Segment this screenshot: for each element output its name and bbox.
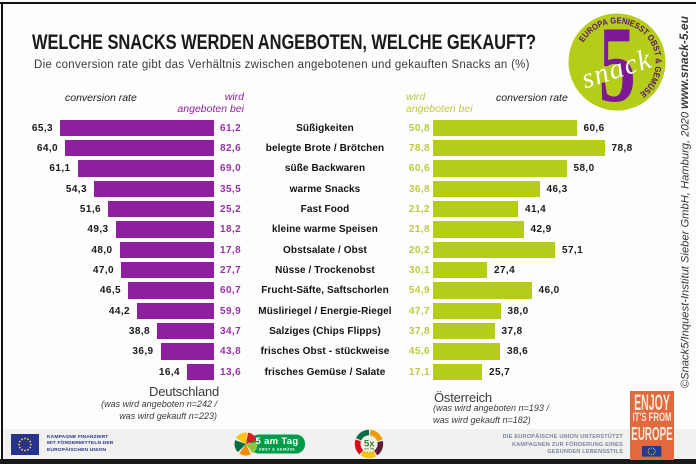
svg-text:OBST & GEMÜSE: OBST & GEMÜSE: [259, 447, 296, 452]
svg-text:5: 5: [599, 8, 636, 116]
svg-text:5 am Tag: 5 am Tag: [256, 436, 299, 447]
svg-text:5x: 5x: [364, 439, 375, 450]
svg-text:Obst & Gemüse: Obst & Gemüse: [361, 450, 377, 453]
svg-text:am Tag: am Tag: [364, 447, 374, 451]
